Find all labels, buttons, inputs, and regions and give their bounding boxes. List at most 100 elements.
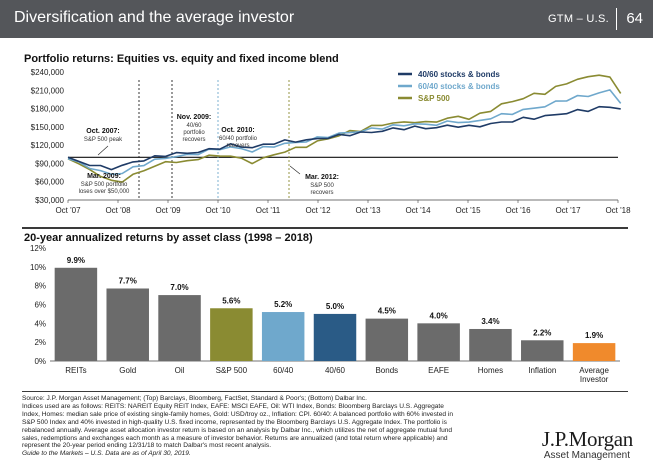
annotation-text: 40/60 (186, 123, 202, 129)
y-tick-label: 4% (34, 319, 46, 328)
y-tick-label: 0% (34, 357, 46, 366)
x-category-label: S&P 500 (216, 366, 248, 375)
x-category-label: Gold (119, 366, 136, 375)
x-tick-label: Oct '13 (355, 206, 381, 215)
annotation-text: loses over $50,000 (79, 189, 130, 195)
x-tick-label: Oct '18 (605, 206, 631, 215)
y-tick-label: $180,000 (31, 105, 65, 114)
bar-value-label: 1.9% (585, 331, 603, 340)
x-category-label: Inflation (528, 366, 556, 375)
bar-value-label: 3.4% (481, 317, 499, 326)
annotation-title: Oct. 2010: (221, 127, 254, 134)
y-tick-label: $150,000 (31, 123, 65, 132)
annotation-arrow (289, 165, 301, 175)
asset-class-bar-chart: 0% 2% 4% 6% 8% 10% 12% 9.9% REITs 7.7% Gold 7.0% Oil… (30, 244, 620, 384)
bar (106, 288, 149, 361)
y-tick-label: 6% (34, 301, 46, 310)
annotation-text: recovers (310, 190, 333, 196)
x-tick-label: Oct '16 (505, 206, 531, 215)
x-tick-label: Oct '07 (55, 206, 81, 215)
x-category-label: Homes (478, 366, 503, 375)
bar (158, 295, 201, 361)
footer-line: sales, redemptions and exchanges each mo… (22, 434, 448, 442)
bar-value-label: 7.0% (170, 283, 188, 292)
y-tick-label: $30,000 (35, 196, 64, 205)
x-tick-label: Oct '08 (105, 206, 131, 215)
footer-guide-line: Guide to the Markets – U.S. Data are as … (22, 450, 191, 458)
y-tick-label: 12% (30, 244, 46, 253)
x-category-label: 40/60 (325, 366, 346, 375)
y-tick-label: 10% (30, 263, 46, 272)
logo-name: J.P.Morgan (541, 427, 633, 451)
footer-line: Indices used are as follows: REITS: NARE… (22, 402, 444, 410)
annotation-text: S&P 500 (310, 183, 334, 189)
legend-label: S&P 500 (418, 94, 450, 103)
x-tick-label: Oct '11 (256, 206, 281, 215)
footer-line: Source: J.P. Morgan Asset Management; (T… (22, 395, 367, 402)
x-category-label: REITs (65, 366, 86, 375)
footer-divider (22, 391, 628, 392)
annotation-title: Oct. 2007: (86, 128, 119, 135)
bar-value-label: 9.9% (67, 256, 85, 265)
x-tick-label: Oct '14 (405, 206, 431, 215)
x-tick-label: Oct '15 (455, 206, 481, 215)
legend-label: 60/40 stocks & bonds (418, 82, 500, 91)
y-tick-label: $240,000 (31, 68, 65, 77)
bar (417, 323, 460, 361)
y-tick-label: $90,000 (35, 159, 64, 168)
x-category-label: EAFE (428, 366, 449, 375)
page-number: 64 (626, 10, 643, 27)
bar (469, 328, 512, 361)
series-line (67, 74, 622, 183)
y-tick-label: $120,000 (31, 141, 65, 150)
footer-line: represent the 20-year period ending 12/3… (22, 442, 272, 450)
annotation-text: recovers (182, 137, 205, 143)
logo-subtitle: Asset Management (543, 450, 631, 461)
annotation-text: S&P 500 portfolio (81, 182, 128, 188)
x-category-label: Average (579, 366, 609, 375)
footer-notes: Source: J.P. Morgan Asset Management; (T… (22, 395, 512, 458)
header-divider (616, 8, 617, 30)
annotation-title: Nov. 2009: (177, 114, 212, 121)
gtm-label: GTM – U.S. (547, 13, 609, 25)
series-line (67, 89, 622, 176)
bar (521, 340, 564, 361)
annotation-title: Mar. 2009: (87, 173, 121, 180)
annotation-text: portfolio (183, 130, 205, 136)
header-bar: Diversification and the average investor… (0, 0, 653, 38)
bottom-chart-title: 20-year annualized returns by asset clas… (24, 232, 313, 244)
annotation-arrow (97, 145, 109, 156)
annotation-title: Mar. 2012: (305, 174, 339, 181)
legend-label: 40/60 stocks & bonds (418, 70, 500, 79)
x-tick-label: Oct '09 (155, 206, 181, 215)
footer-line: S&P 500 Index and 40% invested in high-q… (22, 418, 447, 426)
x-category-label: Oil (175, 366, 185, 375)
bar-value-label: 7.7% (119, 276, 137, 285)
top-chart-title: Portfolio returns: Equities vs. equity a… (24, 53, 339, 65)
x-category-label: 60/40 (273, 366, 294, 375)
y-tick-label: 2% (34, 338, 46, 347)
x-tick-label: Oct '12 (305, 206, 331, 215)
bar (210, 308, 253, 361)
footer-line: Index, Homes: median sale price of exist… (22, 410, 454, 418)
bar-value-label: 4.0% (430, 311, 448, 320)
bar-value-label: 2.2% (533, 328, 551, 337)
annotation-text: 60/40 portfolio (219, 136, 258, 142)
portfolio-returns-line-chart: $30,000 $60,000 $90,000 $120,000 $150,000 $18… (31, 68, 631, 215)
jpmorgan-logo: J.P.Morgan Asset Management (542, 427, 633, 461)
bar-value-label: 5.0% (326, 302, 344, 311)
y-tick-label: 8% (34, 282, 46, 291)
bar (54, 267, 98, 361)
series-line (67, 105, 621, 171)
annotation-text: S&P 500 peak (84, 137, 123, 143)
annotation-text: recovers (226, 143, 249, 149)
x-category-label: Investor (580, 375, 609, 384)
x-category-label: Bonds (375, 366, 398, 375)
bar (572, 343, 616, 361)
bar-value-label: 4.5% (378, 307, 396, 316)
bar (313, 313, 357, 361)
footer-line: rebalanced annually. Average asset alloc… (22, 426, 453, 434)
bar (261, 312, 305, 361)
section-divider (22, 227, 628, 229)
y-tick-label: $210,000 (31, 86, 65, 95)
